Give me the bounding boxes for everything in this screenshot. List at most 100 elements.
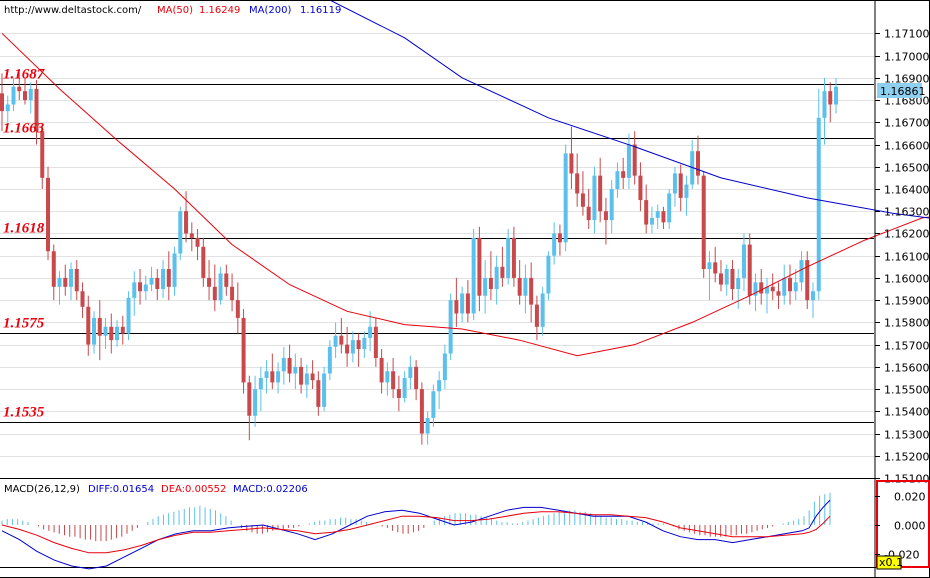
candle-body xyxy=(316,380,321,407)
candle-body xyxy=(534,304,539,327)
candle-body xyxy=(327,346,332,374)
candle xyxy=(51,244,56,301)
candle-body xyxy=(207,277,212,287)
candle-body xyxy=(201,246,206,278)
candlestick-series xyxy=(0,73,838,445)
candle xyxy=(34,80,39,145)
candle-body xyxy=(304,373,309,385)
candle-body xyxy=(270,371,275,383)
candle-body xyxy=(189,233,194,238)
candle-body xyxy=(391,371,396,390)
y-tick-label: 1.16000 xyxy=(884,273,930,286)
candle xyxy=(828,82,833,123)
candle xyxy=(17,73,22,101)
candle-body xyxy=(776,291,781,296)
y-tick-label: 1.17000 xyxy=(884,51,930,64)
candle xyxy=(40,126,45,189)
candle-body xyxy=(109,326,114,341)
candle xyxy=(805,251,810,310)
candle xyxy=(557,224,562,256)
candle-body xyxy=(166,269,171,287)
candle xyxy=(465,280,470,323)
candle xyxy=(212,264,217,312)
candle-body xyxy=(46,177,51,252)
candle xyxy=(241,309,246,394)
candle-body xyxy=(281,357,286,372)
candle xyxy=(460,286,465,323)
candle xyxy=(161,260,166,298)
candle xyxy=(115,320,120,347)
candle xyxy=(782,264,787,305)
candle-body xyxy=(810,291,815,301)
candle-body xyxy=(454,300,459,314)
candle-body xyxy=(540,293,545,327)
y-tick-label: 1.15800 xyxy=(884,317,930,330)
candle xyxy=(46,166,51,261)
candle-body xyxy=(431,391,436,418)
candle-body xyxy=(661,211,666,223)
candle-body xyxy=(592,175,597,221)
candle xyxy=(207,260,212,301)
candle xyxy=(132,271,137,316)
candle-body xyxy=(425,417,430,434)
candle-body xyxy=(644,200,649,225)
candle-body xyxy=(834,86,838,105)
candle-body xyxy=(437,380,442,392)
y-tick-label: 1.15700 xyxy=(884,340,930,353)
candle xyxy=(810,282,815,318)
candle-body xyxy=(419,389,424,434)
candle xyxy=(155,269,160,301)
candle-body xyxy=(701,175,706,270)
candle xyxy=(5,95,10,123)
candle xyxy=(787,264,792,305)
y-tick-label: 1.16100 xyxy=(884,251,930,264)
candle xyxy=(701,171,706,278)
candle xyxy=(552,222,557,265)
candle-body xyxy=(529,277,534,305)
candle xyxy=(258,366,263,412)
candle xyxy=(396,375,401,412)
candle xyxy=(615,162,620,198)
candle xyxy=(299,357,304,394)
candle xyxy=(695,135,700,185)
candle-body xyxy=(483,277,488,296)
candle xyxy=(23,77,28,105)
candle xyxy=(373,317,378,367)
macd-tick-label: 0.000 xyxy=(894,520,926,533)
candle-body xyxy=(230,286,235,301)
macd-scale-panel[interactable] xyxy=(876,480,930,568)
candle xyxy=(218,266,223,305)
candle-body xyxy=(51,251,56,287)
candle xyxy=(534,295,539,341)
price-grid xyxy=(0,33,874,479)
candle-body xyxy=(80,291,85,307)
y-tick-label: 1.16900 xyxy=(884,73,930,86)
candle xyxy=(80,282,85,318)
site-url[interactable]: http://www.deltastock.com/ xyxy=(4,5,142,16)
candle xyxy=(707,251,712,301)
candle-body xyxy=(34,88,39,132)
candle-body xyxy=(770,286,775,292)
candle xyxy=(816,88,821,301)
y-tick-label: 1.15300 xyxy=(884,429,930,442)
candle xyxy=(500,246,505,287)
candle xyxy=(92,311,97,354)
candle xyxy=(655,204,660,229)
candle xyxy=(437,371,442,410)
candle xyxy=(74,260,79,301)
candle xyxy=(563,144,568,252)
candle xyxy=(736,269,741,310)
candle xyxy=(747,233,752,305)
candle xyxy=(523,264,528,314)
candle-body xyxy=(276,371,281,383)
candle-body xyxy=(92,317,97,345)
candle-body xyxy=(695,151,700,176)
candle-body xyxy=(730,269,735,290)
candle-body xyxy=(235,300,240,318)
y-tick-label: 1.17100 xyxy=(884,28,930,41)
candle xyxy=(327,340,332,381)
scale-badge[interactable] xyxy=(876,555,902,570)
ma50-label: MA(50) xyxy=(157,5,193,16)
candle-body xyxy=(799,260,804,283)
y-tick-label: 1.16200 xyxy=(884,228,930,241)
